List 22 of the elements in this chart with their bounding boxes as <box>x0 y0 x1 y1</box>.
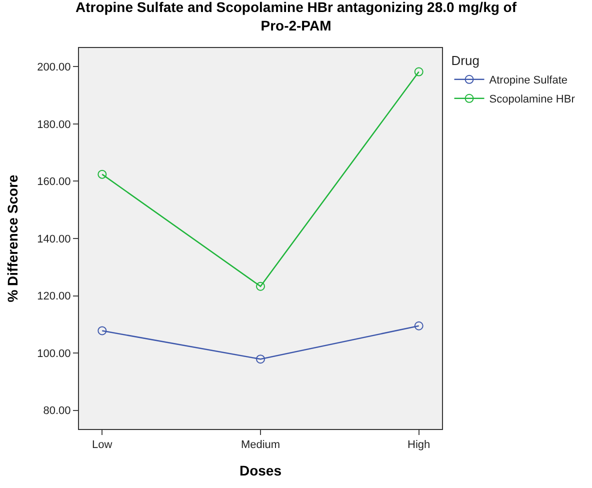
y-axis-title: % Difference Score <box>4 174 21 302</box>
point <box>414 67 424 76</box>
legend-label: Atropine Sulfate <box>489 74 568 87</box>
legend-label: Scopolamine HBr <box>489 94 576 106</box>
x-tick-label: Low <box>92 439 112 452</box>
point <box>256 354 265 364</box>
point <box>256 282 265 291</box>
point <box>414 321 424 330</box>
y-tick-label: 200.00 <box>37 61 71 74</box>
point <box>98 170 107 179</box>
x-tick-label: Medium <box>240 439 280 452</box>
x-tick-label: High <box>408 439 430 452</box>
y-tick-label: 120.00 <box>37 290 71 303</box>
y-tick-label: 100.00 <box>37 348 71 360</box>
y-tick-label: 180.00 <box>37 118 71 131</box>
legend-title: Drug <box>451 52 480 68</box>
chart-title: Atropine Sulfate and Scopolamine HBr antagonizing 28.0 mg/kg of Pro-2-PAM <box>75 0 517 34</box>
y-tick-label: 80.00 <box>43 405 71 418</box>
y-tick-label: 140.00 <box>37 233 71 246</box>
point <box>98 326 107 336</box>
x-axis-title: Doses <box>239 462 282 478</box>
y-tick-label: 160.00 <box>37 176 71 188</box>
